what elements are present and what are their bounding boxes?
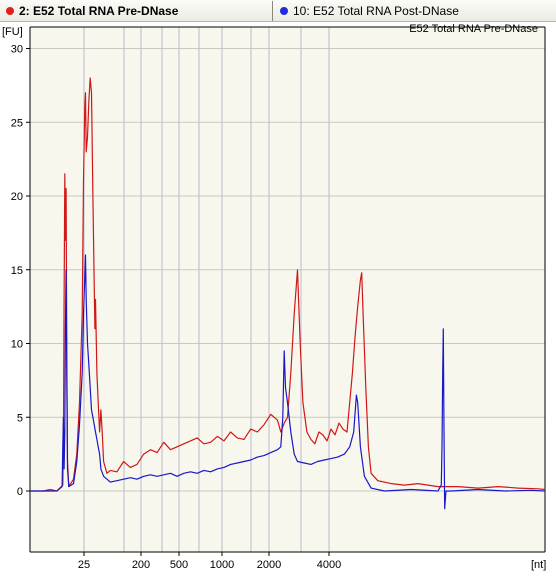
x-axis-label: [nt] bbox=[531, 559, 546, 571]
axes: 0 5 10 15 20 25 30 25 200 500 1000 2000 4000 bbox=[11, 26, 546, 571]
grid-lines bbox=[30, 27, 545, 552]
x-tick-label: 1000 bbox=[210, 559, 234, 571]
y-tick-label: 30 bbox=[11, 44, 23, 56]
x-tick-label: 4000 bbox=[317, 559, 341, 571]
red-dot-icon bbox=[6, 6, 14, 15]
x-tick-label: 500 bbox=[170, 559, 188, 571]
pre-dnase-trace bbox=[30, 77, 546, 492]
tab-bar: 2: E52 Total RNA Pre-DNase 10: E52 Total… bbox=[0, 0, 556, 22]
x-tick-label: 200 bbox=[132, 559, 150, 571]
post-dnase-trace bbox=[30, 254, 546, 510]
tab-label: 2: E52 Total RNA Pre-DNase bbox=[19, 3, 179, 18]
chart-title: E52 Total RNA Pre-DNase bbox=[409, 23, 538, 35]
blue-dot-icon bbox=[280, 6, 288, 15]
x-tick-label: 2000 bbox=[257, 559, 281, 571]
y-tick-label: 15 bbox=[11, 265, 23, 277]
y-tick-label: 0 bbox=[17, 486, 23, 498]
tab-post-dnase[interactable]: 10: E52 Total RNA Post-DNase bbox=[274, 0, 556, 21]
y-tick-label: 5 bbox=[17, 412, 23, 424]
plot-area bbox=[30, 27, 545, 552]
tab-separator bbox=[272, 1, 273, 21]
y-tick-label: 20 bbox=[11, 191, 23, 203]
y-axis-label: [FU] bbox=[2, 26, 23, 38]
series-layer bbox=[30, 77, 546, 510]
y-tick-label: 25 bbox=[11, 117, 23, 129]
tab-label: 10: E52 Total RNA Post-DNase bbox=[293, 3, 459, 18]
y-tick-label: 10 bbox=[11, 339, 23, 351]
x-tick-label: 25 bbox=[78, 559, 90, 571]
tab-pre-dnase[interactable]: 2: E52 Total RNA Pre-DNase bbox=[0, 0, 272, 21]
electropherogram-chart: 0 5 10 15 20 25 30 25 200 500 1000 2000 4000 [FU] [n… bbox=[2, 23, 546, 571]
